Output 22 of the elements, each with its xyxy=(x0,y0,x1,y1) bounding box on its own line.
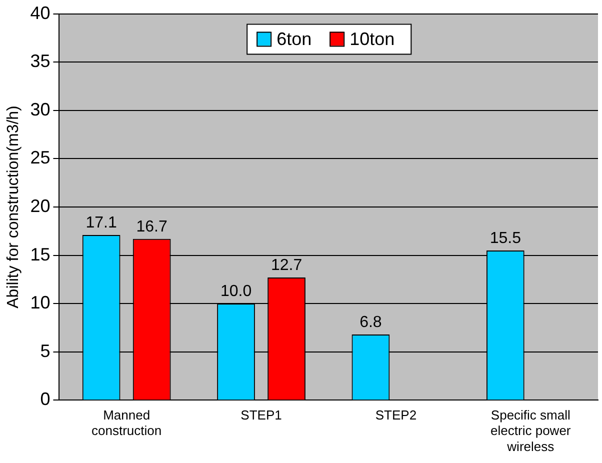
data-label: 15.5 xyxy=(490,230,522,247)
y-tick-label: 20 xyxy=(30,196,50,216)
x-tick-label: STEP2 xyxy=(375,408,417,423)
y-tick-label: 25 xyxy=(30,148,50,168)
y-tick-label: 10 xyxy=(30,292,50,313)
data-label: 6.8 xyxy=(360,314,382,331)
data-label: 17.1 xyxy=(86,214,117,232)
legend-label: 6ton xyxy=(276,28,312,49)
y-axis-title: Ability for construction(m3/h) xyxy=(5,106,22,308)
y-tick-label: 15 xyxy=(30,244,50,264)
y-tick-label: 0 xyxy=(40,389,50,410)
y-tick-label: 30 xyxy=(30,99,50,120)
data-label: 16.7 xyxy=(136,218,168,236)
x-tick-label: Specific small electric power wireless xyxy=(490,408,572,454)
y-tick-label: 5 xyxy=(40,340,50,361)
x-tick-label: STEP1 xyxy=(240,408,282,423)
x-tick-label: Manned construction xyxy=(92,408,162,438)
data-label: 12.7 xyxy=(270,256,302,274)
y-tick-label: 35 xyxy=(30,51,50,72)
y-tick-label: 40 xyxy=(30,2,50,23)
data-label: 10.0 xyxy=(220,283,252,300)
legend-label: 10ton xyxy=(350,28,395,49)
